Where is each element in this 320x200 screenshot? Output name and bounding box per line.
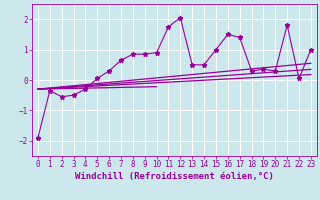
X-axis label: Windchill (Refroidissement éolien,°C): Windchill (Refroidissement éolien,°C) <box>75 172 274 181</box>
